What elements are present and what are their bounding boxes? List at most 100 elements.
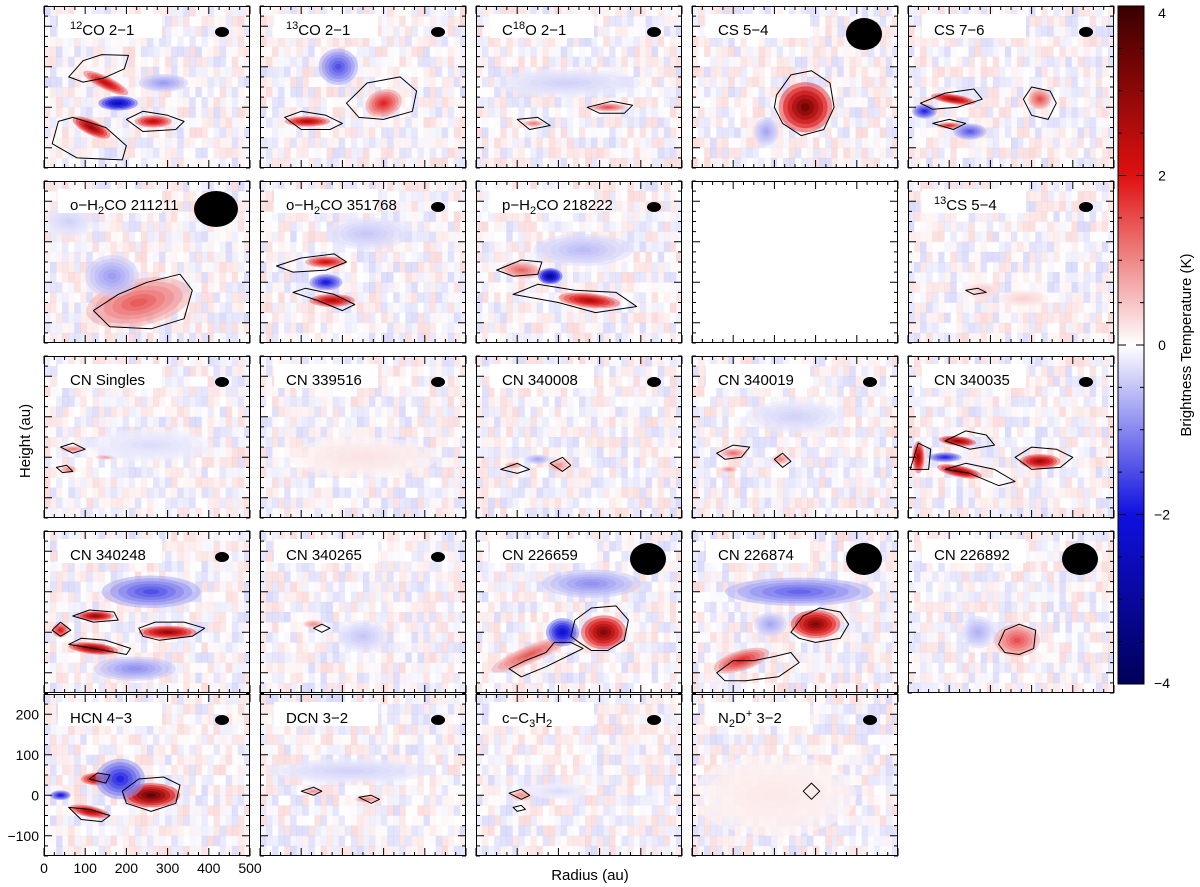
noise-cell [566, 36, 574, 47]
noise-cell [68, 181, 75, 192]
noise-cell [74, 322, 81, 334]
noise-cell [932, 76, 939, 88]
noise-cell [201, 332, 209, 343]
noise-cell [1029, 6, 1036, 17]
noise-cell [1053, 87, 1060, 98]
noise-cell [932, 127, 939, 139]
noise-cell [441, 147, 449, 159]
noise-cell [219, 137, 227, 149]
noise-cell [189, 36, 196, 47]
noise-cell [189, 127, 196, 139]
noise-cell [669, 147, 677, 159]
noise-cell [260, 251, 267, 263]
noise-cell [405, 76, 412, 88]
noise-cell [74, 282, 81, 293]
noise-cell [128, 157, 136, 168]
noise-cell [260, 272, 267, 283]
noise-cell [488, 241, 495, 253]
noise-cell [153, 147, 160, 159]
noise-cell [1035, 117, 1042, 128]
noise-cell [356, 272, 364, 283]
noise-cell [387, 76, 394, 88]
noise-cell [332, 332, 340, 343]
noise-cell [243, 181, 250, 192]
noise-cell [1017, 137, 1024, 149]
noise-cell [165, 87, 172, 98]
noise-cell [873, 6, 881, 17]
noise-cell [908, 97, 915, 108]
noise-cell [140, 56, 148, 68]
noise-cell [153, 262, 160, 273]
noise-cell [201, 302, 209, 314]
noise-cell [603, 16, 610, 27]
noise-cell [302, 87, 309, 98]
noise-cell [260, 312, 267, 324]
noise-cell [122, 76, 130, 88]
noise-cell [134, 87, 142, 98]
noise-cell [669, 272, 677, 283]
noise-cell [441, 26, 449, 37]
noise-cell [381, 211, 388, 222]
noise-cell [615, 137, 622, 149]
noise-cell [621, 6, 628, 17]
noise-cell [530, 36, 538, 47]
noise-cell [296, 211, 303, 222]
noise-cell [627, 211, 635, 222]
noise-cell [195, 87, 203, 98]
noise-cell [350, 322, 358, 334]
noise-cell [219, 147, 227, 159]
noise-cell [399, 211, 406, 222]
noise-cell [591, 97, 598, 108]
noise-cell [302, 322, 309, 334]
noise-cell [387, 157, 394, 168]
noise-cell [369, 332, 376, 343]
noise-cell [140, 87, 148, 98]
noise-cell [950, 137, 957, 149]
noise-cell [669, 282, 677, 293]
noise-cell [159, 251, 166, 263]
panel-title-part: CO 211211 [104, 197, 179, 214]
noise-cell [1077, 147, 1085, 159]
noise-cell [734, 107, 741, 118]
emission-blob [604, 106, 611, 108]
noise-cell [429, 262, 437, 273]
noise-cell [746, 127, 754, 139]
noise-cell [147, 147, 154, 159]
noise-cell [663, 87, 671, 98]
noise-cell [213, 127, 221, 139]
noise-cell [74, 36, 81, 47]
noise-cell [237, 231, 245, 243]
noise-cell [488, 6, 495, 17]
noise-cell [770, 56, 778, 68]
noise-cell [393, 137, 400, 149]
noise-cell [332, 97, 340, 108]
noise-cell [482, 6, 489, 17]
noise-cell [788, 56, 796, 68]
noise-cell [788, 157, 796, 168]
noise-cell [62, 97, 69, 108]
noise-cell [284, 231, 291, 243]
noise-cell [920, 36, 927, 47]
noise-cell [566, 282, 574, 293]
noise-cell [536, 127, 544, 139]
noise-cell [104, 56, 112, 68]
noise-cell [387, 137, 394, 149]
noise-cell [657, 137, 665, 149]
noise-cell [494, 302, 501, 314]
noise-cell [260, 191, 267, 202]
noise-cell [423, 302, 431, 314]
noise-cell [609, 262, 616, 273]
noise-cell [272, 292, 279, 303]
noise-cell [122, 36, 130, 47]
noise-cell [237, 117, 245, 128]
noise-cell [399, 46, 406, 58]
noise-cell [920, 127, 927, 139]
noise-cell [177, 231, 184, 243]
noise-cell [645, 272, 653, 283]
noise-cell [512, 147, 519, 159]
noise-cell [891, 76, 898, 88]
noise-cell [1077, 117, 1085, 128]
noise-cell [363, 46, 370, 58]
noise-cell [147, 241, 154, 253]
noise-cell [500, 117, 507, 128]
